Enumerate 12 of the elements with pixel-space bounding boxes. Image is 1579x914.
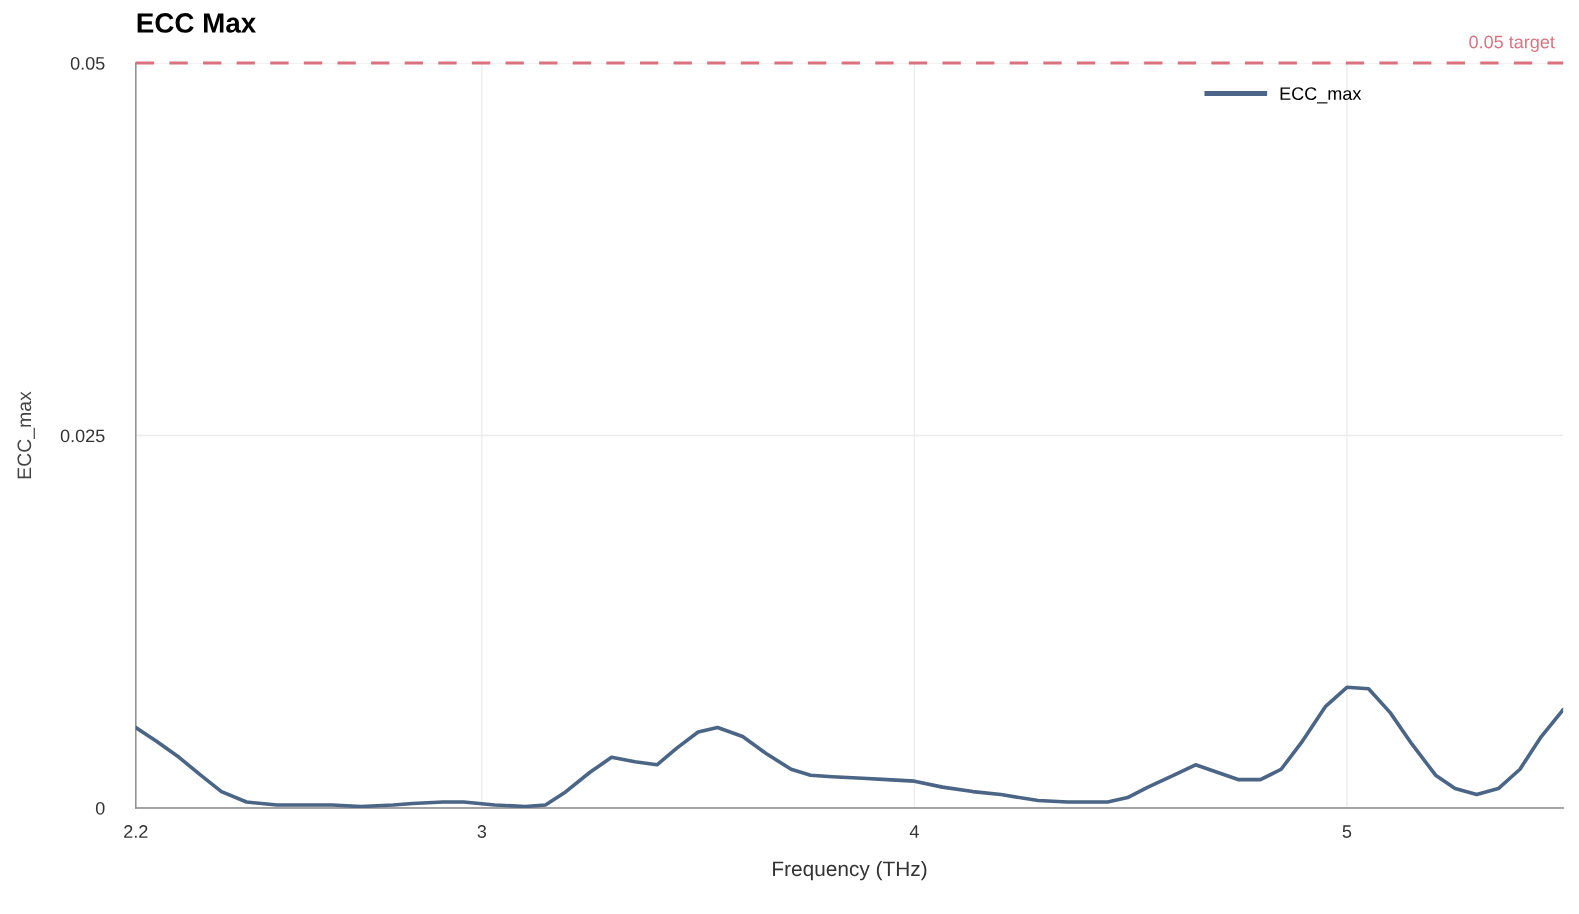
x-axis-title: Frequency (THz)	[773, 860, 927, 881]
x-tick-label: 3	[477, 825, 487, 838]
y-axis-title: ECC_max	[17, 391, 35, 479]
x-tick-label: 5	[1342, 825, 1352, 838]
chart-title: ECC Max	[137, 13, 256, 33]
legend-label: ECC_max	[1280, 87, 1362, 104]
y-tick-label: 0	[95, 801, 105, 815]
y-tick-label: 0.025	[60, 429, 105, 443]
x-tick-label: 2.2	[124, 825, 148, 838]
x-tick-label: 4	[909, 825, 919, 838]
y-tick-label: 0.05	[70, 57, 105, 70]
ref-line-label: 0.05 target	[1469, 35, 1555, 52]
